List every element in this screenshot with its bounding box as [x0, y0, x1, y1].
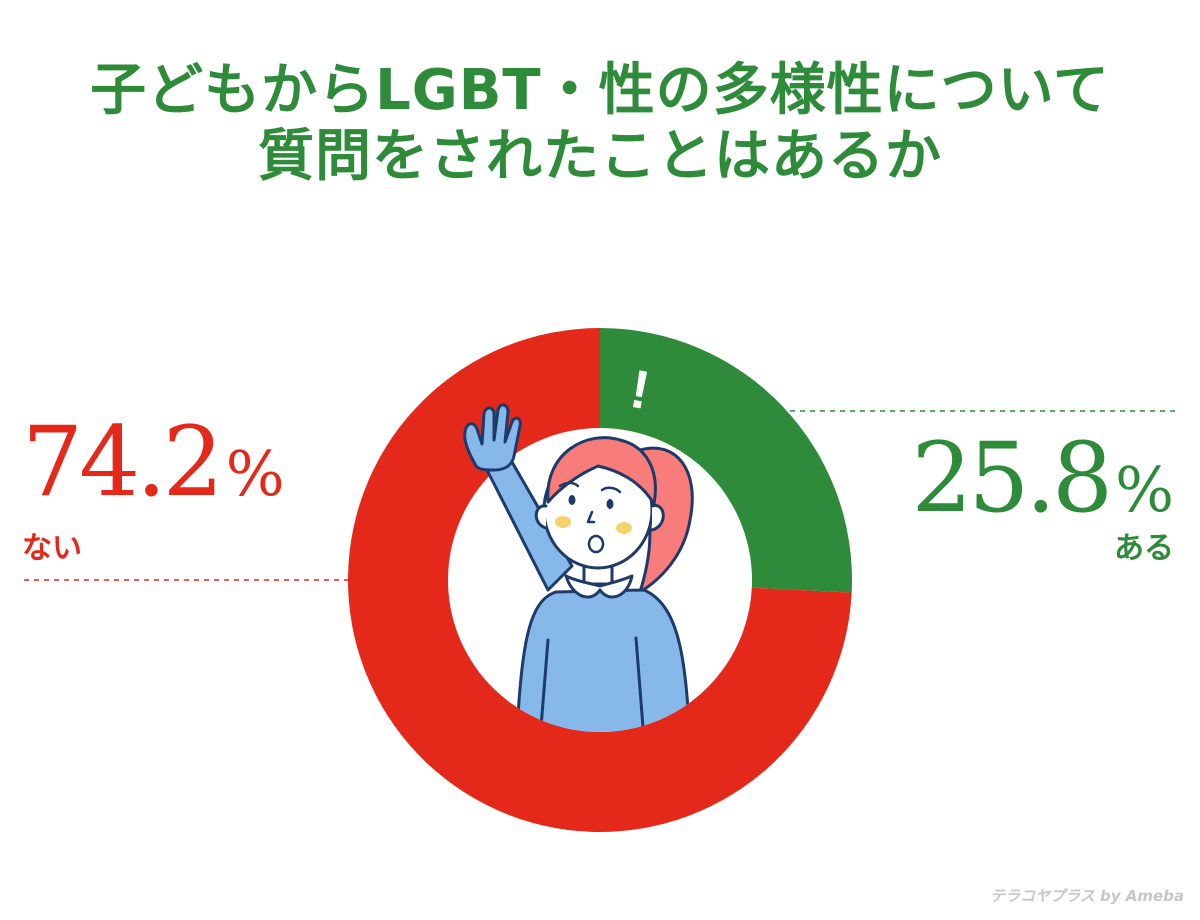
- ari-label: ある: [1114, 531, 1174, 566]
- title-line-1: 子どもからLGBT・性の多様性について: [90, 58, 1110, 123]
- title-line-2: 質問をされたことはあるか: [258, 124, 942, 189]
- nai-label: ない: [22, 531, 82, 566]
- watermark-logo: テラコヤプラス by Ameba: [990, 887, 1184, 905]
- sweater: [514, 588, 692, 732]
- chart-title: 子どもからLGBT・性の多様性について 質問をされたことはあるか: [0, 58, 1200, 190]
- ari-unit: %: [1115, 453, 1174, 526]
- ari-value: 25.8: [911, 422, 1113, 534]
- waving-hand-icon: [463, 403, 522, 472]
- nai-percent: 74.2%: [22, 412, 285, 524]
- ari-percent: 25.8%: [911, 428, 1174, 540]
- hair: [546, 436, 657, 506]
- nai-value: 74.2: [22, 406, 224, 518]
- donut-slice-ari: [600, 328, 852, 593]
- collar: [564, 574, 634, 599]
- nai-unit: %: [225, 437, 285, 510]
